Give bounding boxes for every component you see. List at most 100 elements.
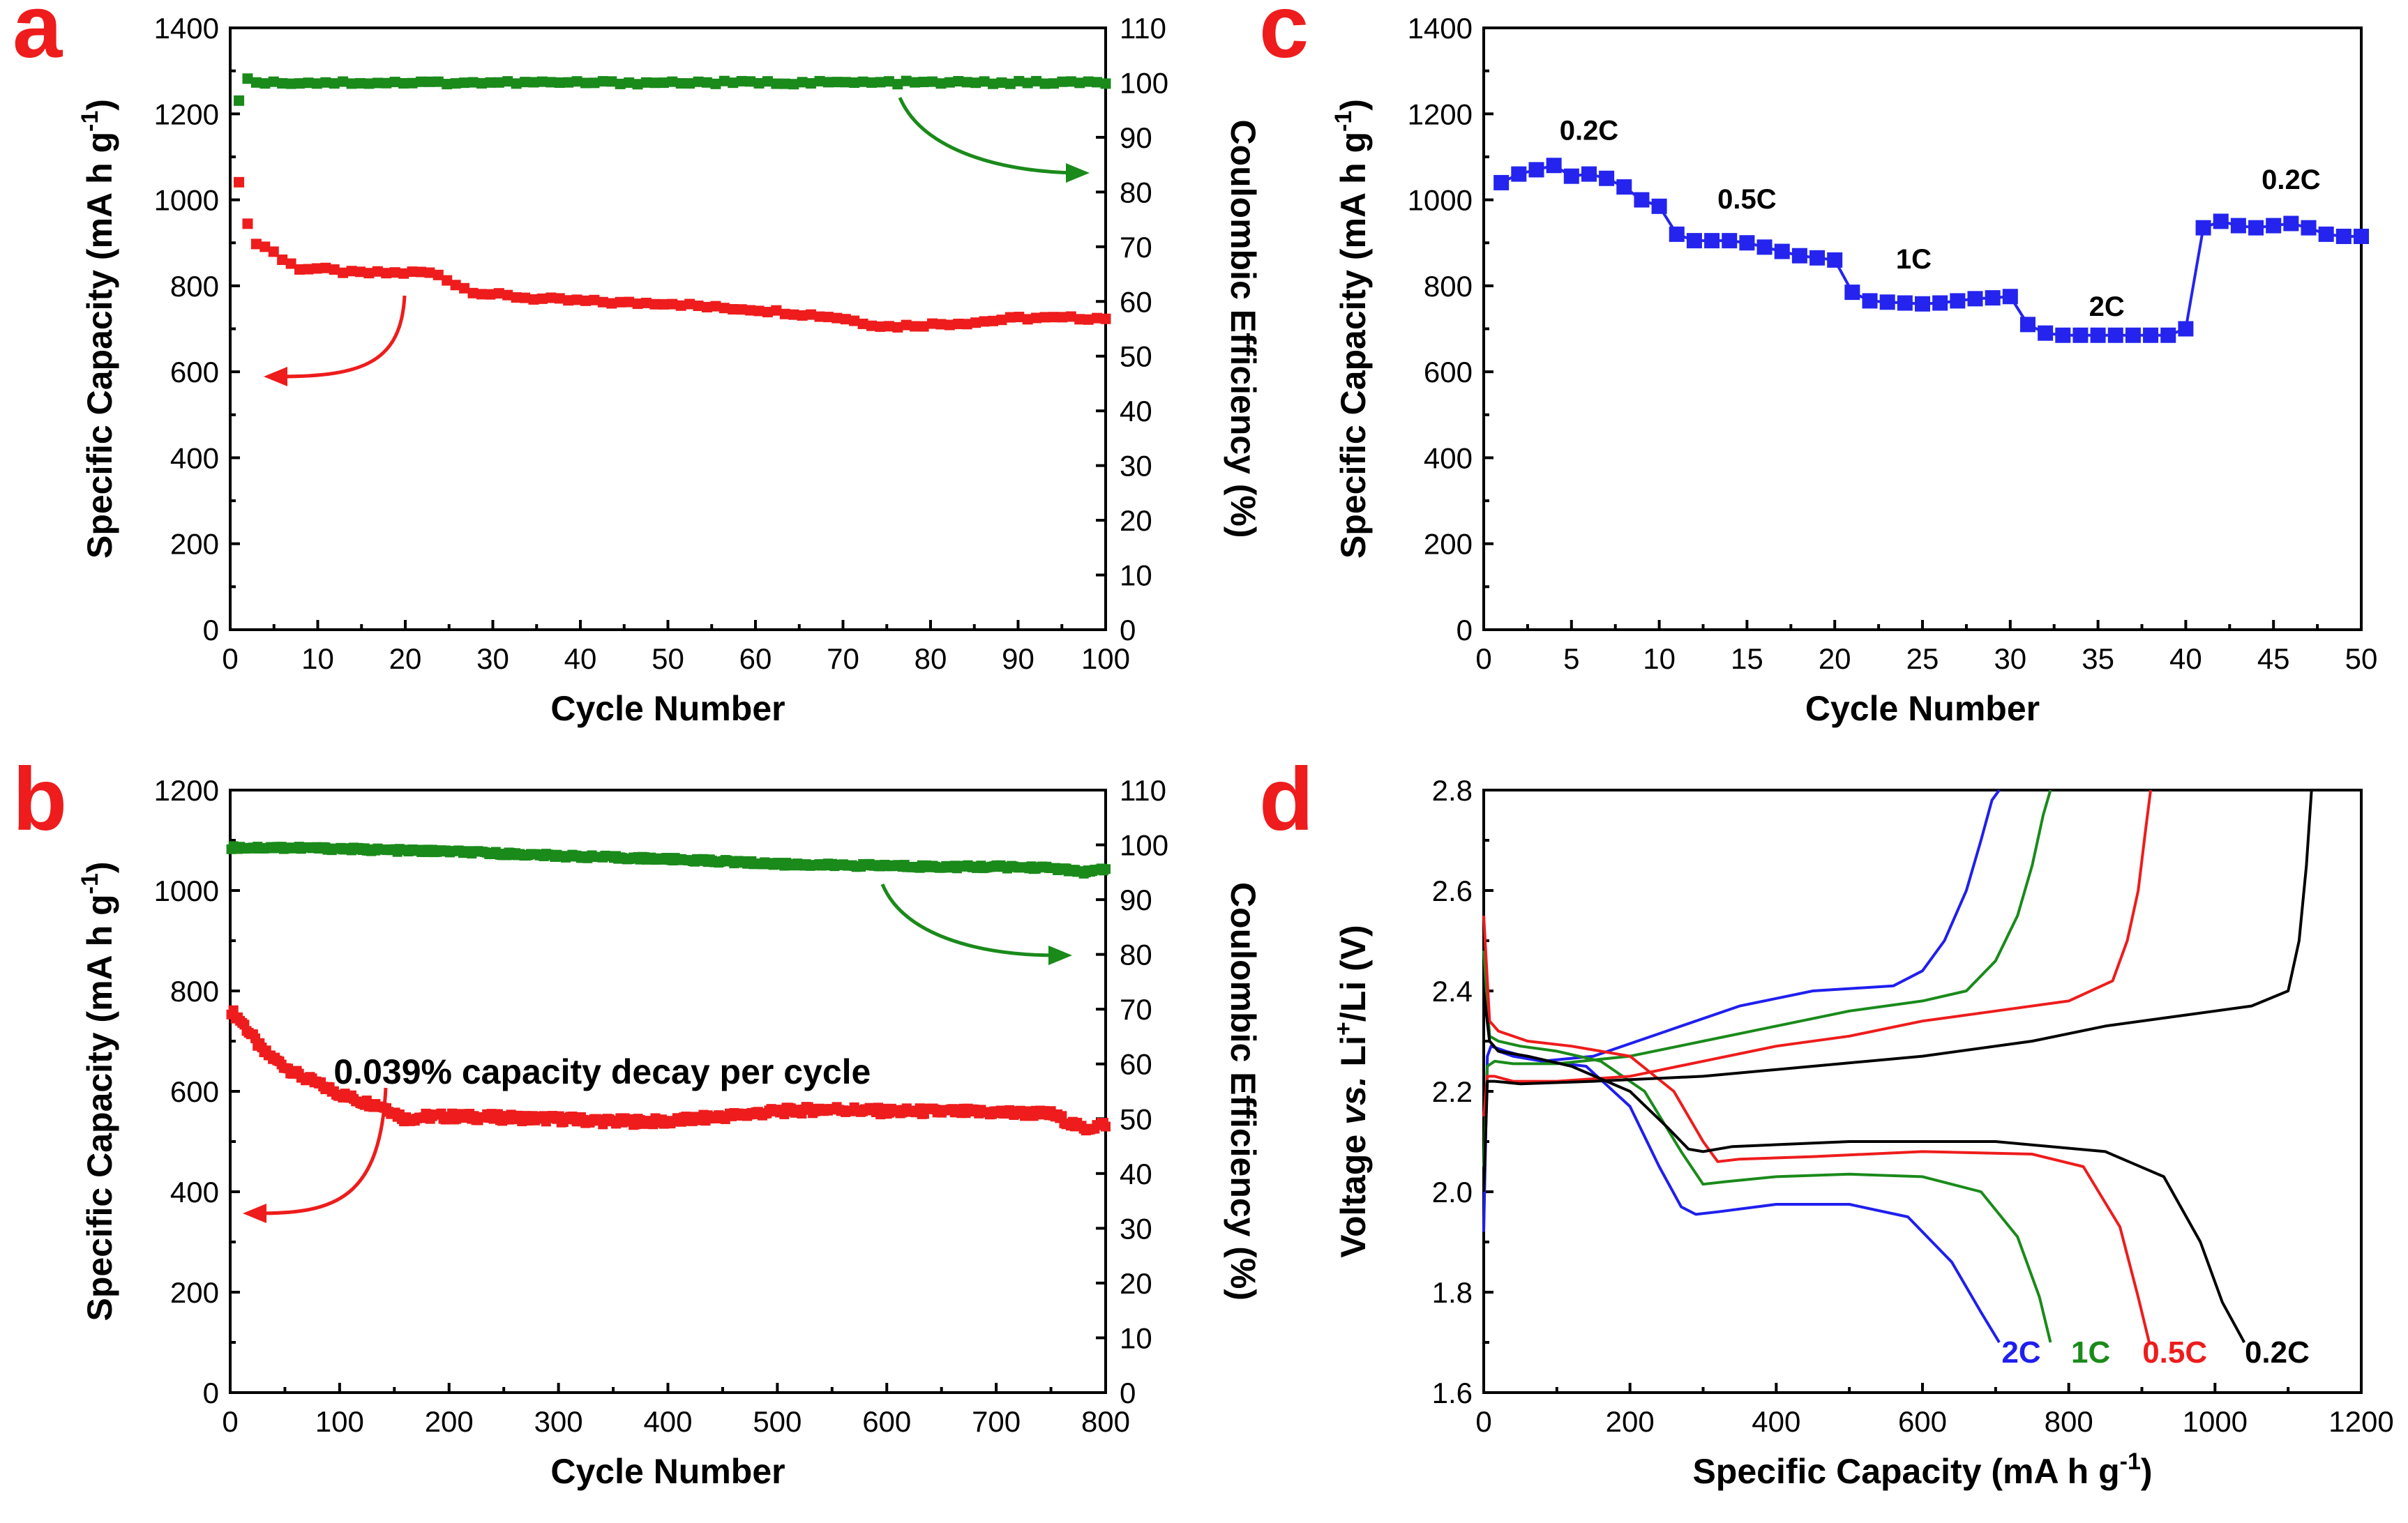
capacity-point xyxy=(320,262,331,273)
efficiency-point xyxy=(493,77,504,88)
curve-0.2C-charge xyxy=(1482,789,2313,1192)
efficiency-point xyxy=(467,77,479,88)
y-tick-label: 2.8 xyxy=(1432,774,1473,807)
rate-point xyxy=(2125,327,2141,343)
rate-point xyxy=(1669,226,1685,242)
plot-frame xyxy=(229,26,1107,631)
capacity-arrowhead xyxy=(264,367,287,386)
y-tick-label: 2.6 xyxy=(1432,874,1473,907)
capacity-arrow xyxy=(278,295,407,379)
efficiency-point xyxy=(234,95,245,106)
capacity-point xyxy=(485,289,496,300)
capacity-point xyxy=(1031,312,1042,324)
y-axis-title: Specific Capacity (mA h g-1) xyxy=(1330,99,1373,559)
efficiency-point xyxy=(840,77,851,88)
rate-point xyxy=(2213,213,2229,229)
rate-label: 2C xyxy=(2089,291,2125,322)
capacity-point xyxy=(762,307,773,318)
x-tick-label: 800 xyxy=(1081,1405,1130,1438)
capacity-point xyxy=(571,294,582,305)
rate-point xyxy=(1581,166,1597,182)
efficiency-point xyxy=(849,77,860,89)
panel-c: c 0 5 10 15 20 25 30 35 40 45 50 0 200 400 600 800 1000 12… xyxy=(1259,0,2377,728)
curve-1C-discharge xyxy=(1482,950,2052,1343)
x-tick-label: 5 xyxy=(1563,642,1579,675)
capacity-point xyxy=(675,300,686,311)
efficiency-point xyxy=(407,77,418,89)
efficiency-point xyxy=(372,77,383,89)
efficiency-point xyxy=(1014,75,1025,86)
x-tick-label: 100 xyxy=(315,1405,364,1438)
capacity-point xyxy=(563,295,574,306)
capacity-point xyxy=(259,241,271,252)
y-tick-label: 0 xyxy=(203,1377,219,1409)
efficiency-point xyxy=(580,77,592,89)
x-tick-label: 600 xyxy=(862,1405,911,1438)
efficiency-point xyxy=(745,76,756,87)
efficiency-point xyxy=(1101,864,1111,874)
efficiency-point xyxy=(901,75,912,86)
y-tick-label: 0 xyxy=(203,614,219,646)
capacity-point xyxy=(268,246,279,257)
capacity-point xyxy=(1048,312,1059,323)
capacity-point xyxy=(892,321,903,333)
efficiency-point xyxy=(935,78,947,89)
x-tick-label: 10 xyxy=(1643,642,1676,675)
x-tick-label: 50 xyxy=(652,642,684,675)
capacity-point xyxy=(996,315,1007,326)
capacity-point xyxy=(736,304,747,315)
efficiency-point xyxy=(303,77,314,89)
capacity-point xyxy=(1004,312,1016,323)
efficiency-point xyxy=(641,77,652,88)
x-tick-label: 200 xyxy=(425,1405,474,1438)
rate-point xyxy=(2143,327,2159,343)
curve-1C-charge xyxy=(1482,789,2052,1167)
capacity-point xyxy=(442,275,453,286)
efficiency-point xyxy=(806,78,817,89)
x-tick-label: 0 xyxy=(222,642,238,675)
rate-point xyxy=(1651,198,1667,214)
rate-point xyxy=(1827,252,1843,268)
efficiency-point xyxy=(649,77,661,89)
capacity-point xyxy=(1100,313,1111,324)
efficiency-point xyxy=(476,78,487,89)
decay-annotation: 0.039% capacity decay per cycle xyxy=(333,1052,871,1091)
rate-point xyxy=(2072,327,2089,343)
efficiency-point xyxy=(875,77,886,88)
capacity-point xyxy=(771,305,782,316)
y2-tick-label: 30 xyxy=(1120,450,1152,483)
rate-point xyxy=(1546,158,1562,174)
y-tick-label: 1400 xyxy=(154,12,219,45)
y-tick-label: 1200 xyxy=(154,98,219,130)
efficiency-point xyxy=(883,76,894,87)
efficiency-point xyxy=(728,77,739,89)
y-axis-title: Voltage vs. Li+/Li (V) xyxy=(1330,925,1373,1257)
curve-0.5C-charge xyxy=(1482,789,2153,1117)
capacity-point xyxy=(667,298,678,310)
capacity-point xyxy=(354,266,366,278)
efficiency-point xyxy=(381,77,392,89)
efficiency-point xyxy=(822,77,834,88)
efficiency-point xyxy=(1074,77,1085,89)
rate-point xyxy=(2230,218,2246,234)
capacity-point xyxy=(1092,312,1103,324)
capacity-point xyxy=(953,318,964,329)
rate-point xyxy=(2318,226,2334,242)
capacity-point xyxy=(493,288,504,299)
x-tick-label: 25 xyxy=(1906,642,1939,675)
efficiency-point xyxy=(294,78,306,89)
efficiency-point xyxy=(658,77,669,89)
x-tick-label: 300 xyxy=(534,1405,583,1438)
efficiency-point xyxy=(788,79,799,90)
capacity-point xyxy=(649,298,661,310)
y-axis-title-mid: Li xyxy=(1334,1036,1373,1076)
capacity-point xyxy=(303,264,314,275)
capacity-point xyxy=(459,282,470,294)
rate-point xyxy=(2248,220,2264,236)
capacity-point xyxy=(822,312,834,323)
y2-tick-label: 10 xyxy=(1120,559,1152,592)
efficiency-point xyxy=(866,77,878,88)
x-tick-label: 500 xyxy=(753,1405,802,1438)
y-tick-label: 2.2 xyxy=(1432,1075,1473,1108)
y-axis-title-sup: -1 xyxy=(1330,111,1357,132)
